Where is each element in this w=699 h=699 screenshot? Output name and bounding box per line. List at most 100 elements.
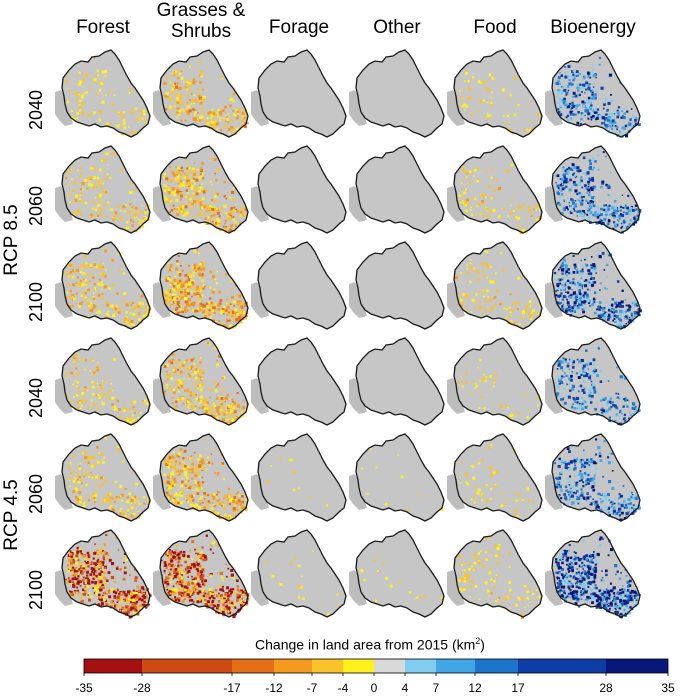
change-pixel — [129, 301, 132, 304]
change-pixel — [572, 201, 575, 205]
change-pixel — [481, 213, 484, 217]
change-pixel — [85, 91, 88, 94]
change-pixel — [238, 494, 241, 497]
change-pixel — [586, 188, 588, 190]
change-pixel — [225, 309, 228, 312]
change-pixel — [217, 512, 220, 515]
change-pixel — [134, 605, 138, 609]
change-pixel — [186, 595, 189, 598]
change-pixel — [134, 568, 137, 571]
change-pixel — [584, 198, 588, 201]
change-pixel — [92, 167, 94, 170]
change-pixel — [470, 113, 473, 116]
change-pixel — [184, 466, 187, 469]
change-pixel — [75, 562, 78, 565]
change-pixel — [135, 120, 138, 123]
change-pixel — [607, 506, 610, 510]
change-pixel — [583, 387, 586, 390]
change-pixel — [163, 365, 167, 368]
change-pixel — [186, 263, 189, 266]
change-pixel — [235, 210, 239, 213]
change-pixel — [611, 401, 614, 404]
change-pixel — [243, 108, 246, 111]
change-pixel — [480, 395, 483, 399]
change-pixel — [67, 554, 71, 557]
change-pixel — [227, 121, 230, 124]
change-pixel — [590, 116, 593, 119]
change-pixel — [199, 115, 203, 119]
change-pixel — [527, 304, 530, 307]
change-pixel — [569, 102, 571, 105]
change-pixel — [168, 484, 172, 488]
change-pixel — [497, 186, 502, 191]
change-pixel — [618, 514, 622, 517]
neighbor-region — [153, 282, 171, 318]
change-pixel — [638, 313, 641, 317]
change-pixel — [186, 310, 189, 312]
change-pixel — [190, 358, 194, 362]
change-pixel — [238, 294, 242, 298]
change-pixel — [82, 567, 85, 570]
change-pixel — [204, 592, 207, 595]
change-pixel — [175, 405, 178, 407]
change-pixel — [84, 298, 88, 301]
change-pixel — [90, 399, 93, 402]
change-pixel — [569, 294, 573, 298]
change-pixel — [611, 486, 615, 490]
change-pixel — [577, 390, 580, 393]
change-pixel — [99, 577, 102, 581]
change-pixel — [566, 477, 570, 480]
change-pixel — [195, 503, 199, 507]
change-pixel — [216, 594, 219, 598]
change-pixel — [526, 487, 530, 491]
change-pixel — [68, 565, 71, 568]
change-pixel — [618, 301, 622, 305]
change-pixel — [500, 251, 503, 254]
change-pixel — [532, 309, 535, 313]
change-pixel — [592, 363, 596, 367]
change-pixel — [106, 557, 109, 561]
change-pixel — [559, 109, 562, 113]
change-pixel — [133, 400, 137, 404]
change-pixel — [97, 568, 100, 571]
change-pixel — [556, 368, 559, 370]
change-pixel — [622, 498, 626, 501]
change-pixel — [621, 110, 623, 112]
change-pixel — [124, 597, 128, 600]
change-pixel — [500, 504, 504, 508]
change-pixel — [199, 361, 202, 364]
change-pixel — [71, 564, 74, 567]
change-pixel — [520, 316, 524, 320]
change-pixel — [586, 88, 589, 91]
change-pixel — [462, 202, 465, 204]
change-pixel — [66, 100, 70, 104]
change-pixel — [571, 387, 575, 391]
change-pixel — [173, 557, 175, 560]
change-pixel — [611, 500, 614, 504]
change-pixel — [613, 200, 617, 203]
change-pixel — [622, 108, 625, 111]
change-pixel — [97, 579, 100, 582]
change-pixel — [189, 598, 192, 602]
change-pixel — [205, 188, 209, 192]
change-pixel — [73, 396, 76, 399]
change-pixel — [181, 278, 184, 281]
change-pixel — [222, 399, 225, 402]
change-pixel — [560, 490, 563, 493]
change-pixel — [243, 125, 247, 129]
change-pixel — [85, 284, 87, 286]
change-pixel — [173, 575, 177, 579]
change-pixel — [108, 91, 112, 94]
change-pixel — [180, 289, 183, 292]
change-pixel — [580, 117, 583, 121]
change-pixel — [624, 299, 627, 301]
change-pixel — [481, 291, 484, 293]
change-pixel — [556, 282, 560, 287]
change-pixel — [232, 132, 235, 135]
change-pixel — [192, 108, 195, 111]
change-pixel — [465, 372, 468, 376]
change-pixel — [189, 394, 193, 397]
change-pixel — [593, 482, 596, 484]
change-pixel — [210, 544, 212, 547]
change-pixel — [629, 125, 632, 128]
